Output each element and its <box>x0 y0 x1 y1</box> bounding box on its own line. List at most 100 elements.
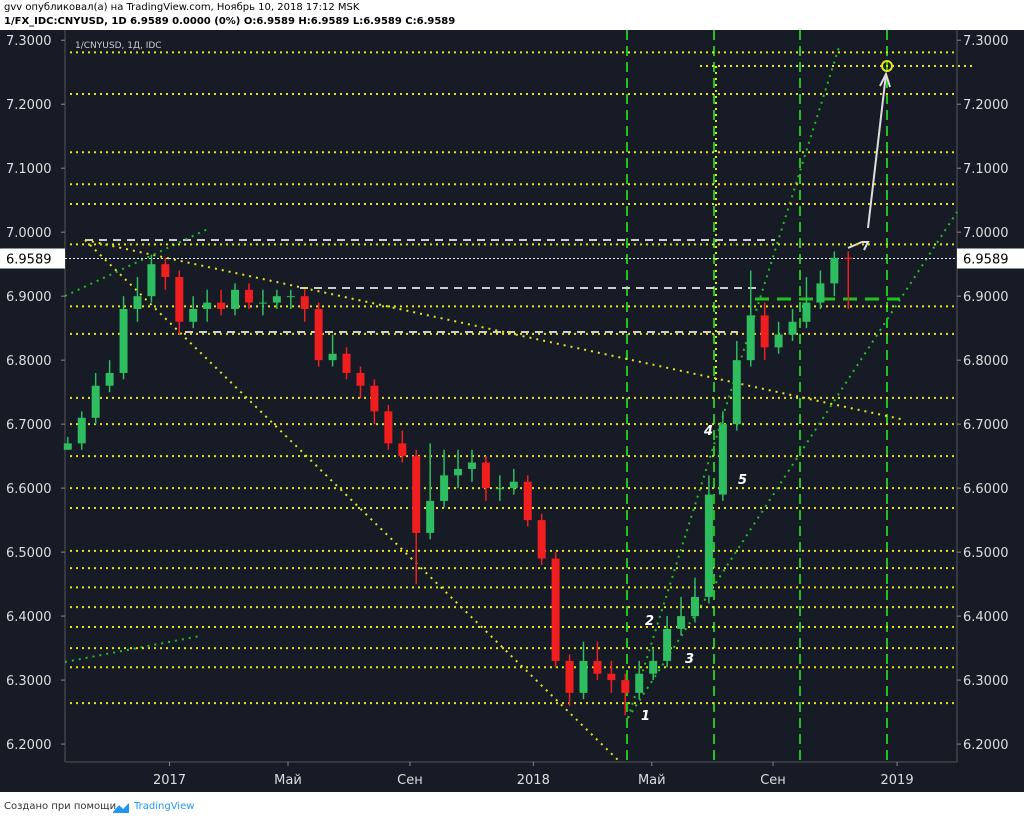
y-tick-label: 6.4000 <box>963 610 1009 625</box>
candle-body <box>844 257 853 259</box>
channel-line <box>627 43 841 719</box>
last-price-label: 6.9589 <box>963 252 1009 267</box>
footer: Создано при помощи TradingView <box>0 792 1024 824</box>
y-tick-label: 6.2000 <box>6 738 52 753</box>
candle-body <box>119 308 128 373</box>
y-tick-label: 6.7000 <box>963 418 1009 433</box>
background <box>0 30 1024 792</box>
bracket <box>847 241 870 251</box>
channel-line <box>64 635 201 663</box>
x-tick-label: Май <box>638 773 666 788</box>
candle-body <box>147 264 156 297</box>
candle-body <box>370 385 379 412</box>
candle-body <box>746 315 755 361</box>
candle-body <box>551 558 560 661</box>
candle-body <box>440 475 449 501</box>
candle-body <box>384 411 393 444</box>
candle-body <box>704 494 713 597</box>
last-price-label: 6.9589 <box>6 252 52 267</box>
wave-label: 2 <box>645 614 654 629</box>
candle-body <box>579 660 588 693</box>
y-tick-label: 7.3000 <box>6 34 52 49</box>
arrow <box>867 73 887 229</box>
candle-body <box>690 596 699 617</box>
candle-body <box>454 468 463 476</box>
price-label-box <box>957 248 1024 269</box>
candle-body <box>830 257 839 284</box>
candle-body <box>258 302 267 304</box>
candle-body <box>523 481 532 521</box>
candle-body <box>342 353 351 373</box>
candle-body <box>133 296 142 309</box>
candle-body <box>63 443 72 450</box>
y-tick-label: 6.3000 <box>963 674 1009 689</box>
candle-body <box>426 500 435 533</box>
candle-body <box>774 334 783 348</box>
candle-body <box>565 660 574 693</box>
footer-brand: TradingView <box>134 801 195 812</box>
candle-body <box>732 360 741 425</box>
y-tick-label: 6.4000 <box>6 610 52 625</box>
y-tick-label: 6.6000 <box>6 482 52 497</box>
candle-body <box>537 520 546 559</box>
x-tick-label: 2019 <box>881 773 914 788</box>
candle-body <box>314 308 323 361</box>
candle-body <box>356 372 365 386</box>
candle-body <box>328 353 337 361</box>
candle-body <box>105 372 114 386</box>
x-tick-label: Май <box>274 773 302 788</box>
logo <box>113 803 129 813</box>
candle-body <box>77 417 86 444</box>
candle-body <box>481 462 490 489</box>
y-tick-label: 6.9000 <box>6 290 52 305</box>
y-tick-label: 7.2000 <box>6 98 52 113</box>
y-tick-label: 7.0000 <box>963 226 1009 241</box>
candle-body <box>300 296 309 309</box>
symbol-line: 1/FX_IDC:CNYUSD, 1D 6.9589 0.0000 (0%) O… <box>4 16 456 27</box>
wave-label: 3 <box>685 652 694 667</box>
candle-body <box>175 276 184 322</box>
publisher: gvv опубликовал(а) на TradingView.com, Н… <box>4 2 360 13</box>
candle-body <box>788 321 797 335</box>
candle-body <box>607 673 616 681</box>
y-tick-label: 6.5000 <box>963 546 1009 561</box>
candle-body <box>203 302 212 309</box>
arrow-head <box>879 71 891 88</box>
candle-body <box>760 315 769 348</box>
y-tick-label: 6.7000 <box>6 418 52 433</box>
pane-label: 1/CNYUSD, 1Д, IDC <box>75 41 162 51</box>
wave-label: 5 <box>738 473 747 488</box>
candle-body <box>718 424 727 495</box>
candle-body <box>272 296 281 303</box>
candle-body <box>161 264 170 277</box>
x-tick-label: 2018 <box>517 773 550 788</box>
channel-line <box>627 211 958 719</box>
channel-line <box>64 227 211 297</box>
y-tick-label: 7.1000 <box>963 162 1009 177</box>
candle-body <box>649 660 658 674</box>
target <box>881 60 893 72</box>
candle-body <box>244 289 253 303</box>
wave-label: 4 <box>703 424 713 439</box>
candle-body <box>286 296 295 298</box>
y-tick-label: 6.5000 <box>6 546 52 561</box>
candle-body <box>398 443 407 457</box>
wave-label: 1 <box>641 709 650 724</box>
candle-body <box>816 283 825 303</box>
candle-body <box>412 456 421 533</box>
footer-text: Создано при помощи <box>4 801 117 812</box>
candle-body <box>91 385 100 418</box>
candle-body <box>495 488 504 490</box>
candle-body <box>663 628 672 661</box>
candle-body <box>621 680 630 693</box>
y-tick-label: 6.8000 <box>963 354 1009 369</box>
logo-shape <box>113 803 129 813</box>
y-tick-label: 7.3000 <box>963 34 1009 49</box>
chart: 1/CNYUSD, 1Д, IDC 6.2000 6.2000 6.3000 6.30… <box>0 30 1024 792</box>
price-label-box <box>0 248 65 269</box>
x-tick-label: Сен <box>760 773 786 788</box>
header: gvv опубликовал(а) на TradingView.com, Н… <box>0 0 1024 30</box>
y-tick-label: 6.3000 <box>6 674 52 689</box>
candle-body <box>217 302 226 309</box>
